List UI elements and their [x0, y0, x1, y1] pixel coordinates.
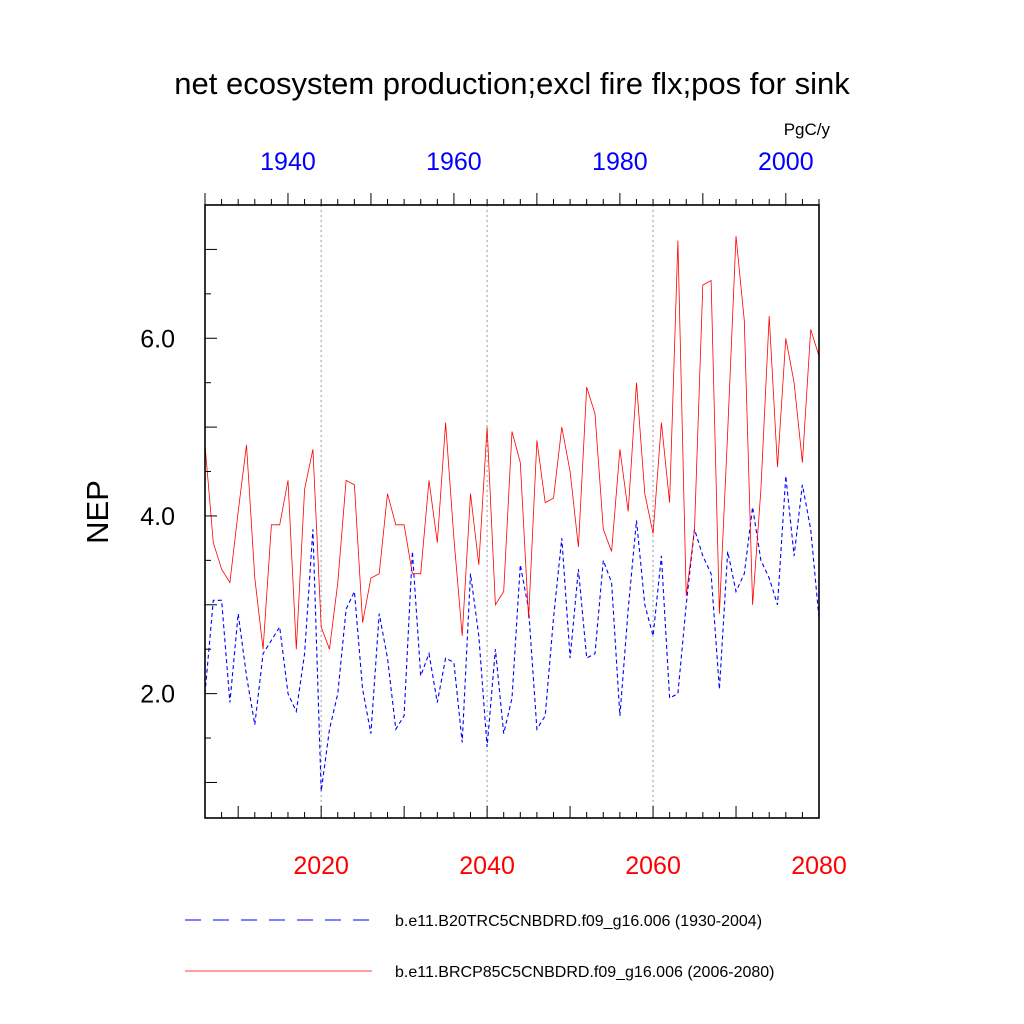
top-x-tick-label: 1940	[260, 148, 316, 176]
x-tick-label: 2020	[293, 852, 349, 880]
x-tick-label: 2040	[459, 852, 515, 880]
chart-title: net ecosystem production;excl fire flx;p…	[174, 66, 850, 101]
legend: b.e11.B20TRC5CNBDRD.f09_g16.006 (1930-20…	[185, 913, 774, 981]
top-x-tick-label: 1960	[426, 148, 482, 176]
top-x-tick-label: 1980	[592, 148, 648, 176]
y-tick-label: 4.0	[140, 503, 175, 531]
y-axis-label: NEP	[80, 480, 115, 544]
legend-label-2: b.e11.BRCP85C5CNBDRD.f09_g16.006 (2006-2…	[395, 964, 774, 981]
y-tick-label: 6.0	[140, 325, 175, 353]
units-label: PgC/y	[783, 120, 830, 139]
legend-label-1: b.e11.B20TRC5CNBDRD.f09_g16.006 (1930-20…	[395, 913, 762, 930]
plot-frame	[204, 204, 820, 819]
y-tick-label: 2.0	[140, 681, 175, 709]
series-line-1	[204, 475, 820, 792]
x-tick-label: 2060	[625, 852, 681, 880]
series-line-2	[204, 236, 820, 650]
top-x-tick-label: 2000	[758, 148, 814, 176]
x-tick-label: 2080	[791, 852, 847, 880]
